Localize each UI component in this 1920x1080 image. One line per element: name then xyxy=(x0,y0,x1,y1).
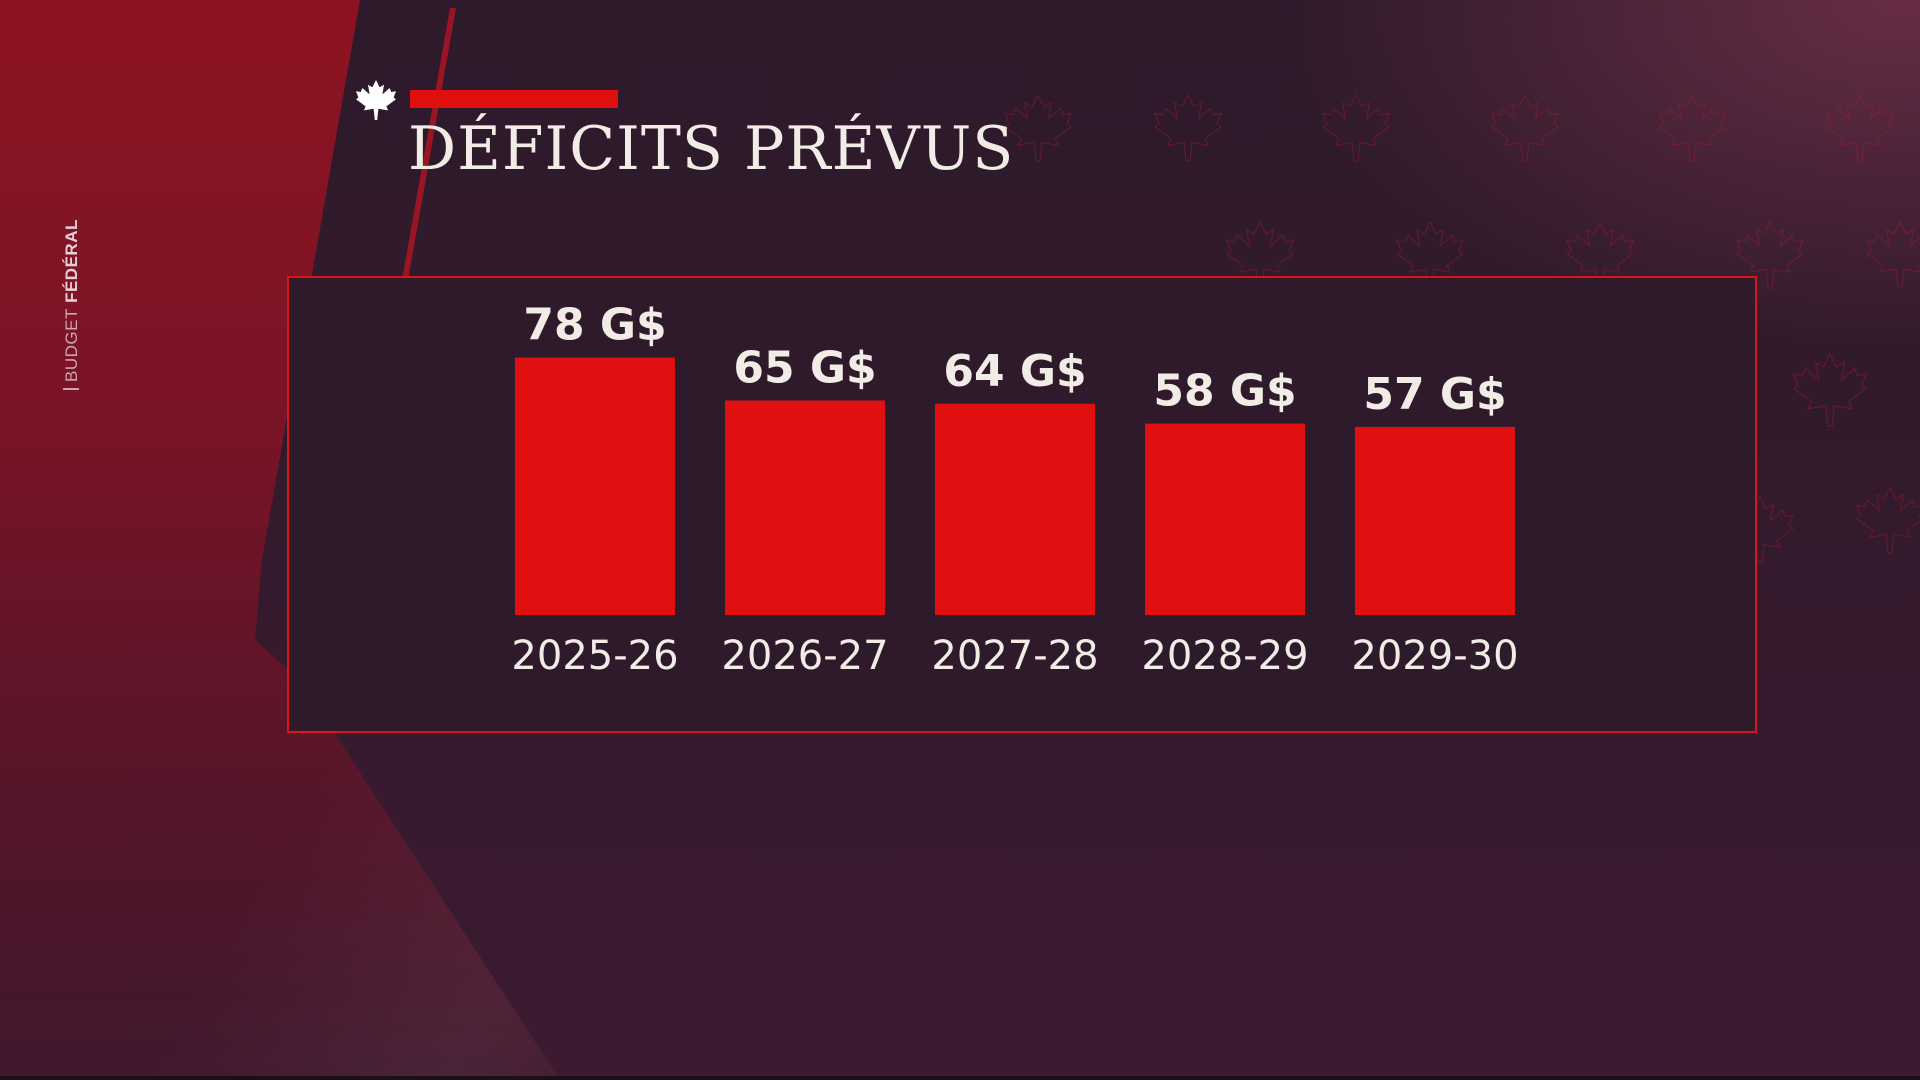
background-maple-leaf xyxy=(1736,220,1804,289)
bar-value-label: 57 G$ xyxy=(1363,369,1506,420)
chart-bar xyxy=(725,400,885,615)
background-maple-leaf xyxy=(1793,352,1867,427)
background-maple-leaf xyxy=(1004,93,1072,162)
maple-leaf-icon xyxy=(356,80,396,120)
background-maple-leaf xyxy=(1856,485,1920,554)
bar-value-label: 58 G$ xyxy=(1153,366,1296,417)
chart-bar xyxy=(1355,426,1515,615)
bar-value-label: 65 G$ xyxy=(733,343,876,394)
tag-budget: BUDGET xyxy=(62,308,81,382)
background-maple-leaf xyxy=(1322,93,1390,162)
bar-value-label: 64 G$ xyxy=(943,346,1086,397)
background-maple-leaf xyxy=(1866,220,1920,289)
chart-bar xyxy=(1145,423,1305,615)
bottom-edge xyxy=(0,1076,1920,1080)
category-label: 2028-29 xyxy=(1141,633,1308,679)
chart-panel: 78 G$ 2025-26 65 G$ 2026-27 64 G$ 2027-28 58 G… xyxy=(287,276,1757,733)
category-label: 2026-27 xyxy=(721,633,888,679)
bar-chart: 78 G$ 2025-26 65 G$ 2026-27 64 G$ 2027-28 58 G… xyxy=(511,300,1518,679)
header-accent-rule xyxy=(410,90,618,108)
section-tag: BUDGET FÉDÉRAL xyxy=(62,219,82,390)
tag-divider xyxy=(63,388,79,390)
category-label: 2025-26 xyxy=(511,633,678,679)
category-label: 2027-28 xyxy=(931,633,1098,679)
chart-bar xyxy=(515,357,675,615)
bar-value-label: 78 G$ xyxy=(523,300,666,351)
tag-federal: FÉDÉRAL xyxy=(62,219,81,303)
background-maple-leaf xyxy=(1658,93,1726,162)
background-maple-leaf xyxy=(1491,93,1559,162)
page-title: DÉFICITS PRÉVUS xyxy=(408,114,1015,184)
category-label: 2029-30 xyxy=(1351,633,1518,679)
background-maple-leaf xyxy=(1154,93,1222,162)
background-maple-leaf xyxy=(1826,93,1894,162)
chart-bar xyxy=(935,403,1095,615)
